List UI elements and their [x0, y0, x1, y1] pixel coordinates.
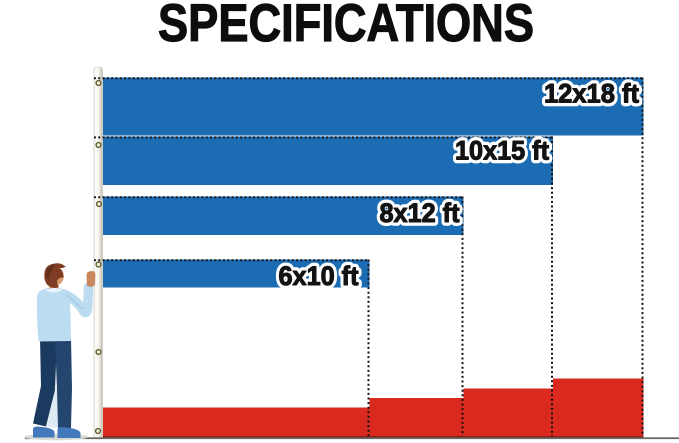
- svg-text:12x18 ft: 12x18 ft: [544, 79, 639, 109]
- svg-text:12x18 ft: 12x18 ft: [544, 79, 639, 109]
- svg-text:6x10 ft: 6x10 ft: [279, 261, 359, 291]
- svg-text:8x12 ft: 8x12 ft: [380, 198, 460, 228]
- svg-text:SPECIFICATIONS: SPECIFICATIONS: [158, 0, 534, 53]
- svg-text:10x15 ft: 10x15 ft: [455, 136, 549, 166]
- svg-text:8x12 ft: 8x12 ft: [380, 198, 460, 228]
- svg-text:6x10 ft: 6x10 ft: [279, 261, 359, 291]
- svg-text:10x15 ft: 10x15 ft: [455, 136, 549, 166]
